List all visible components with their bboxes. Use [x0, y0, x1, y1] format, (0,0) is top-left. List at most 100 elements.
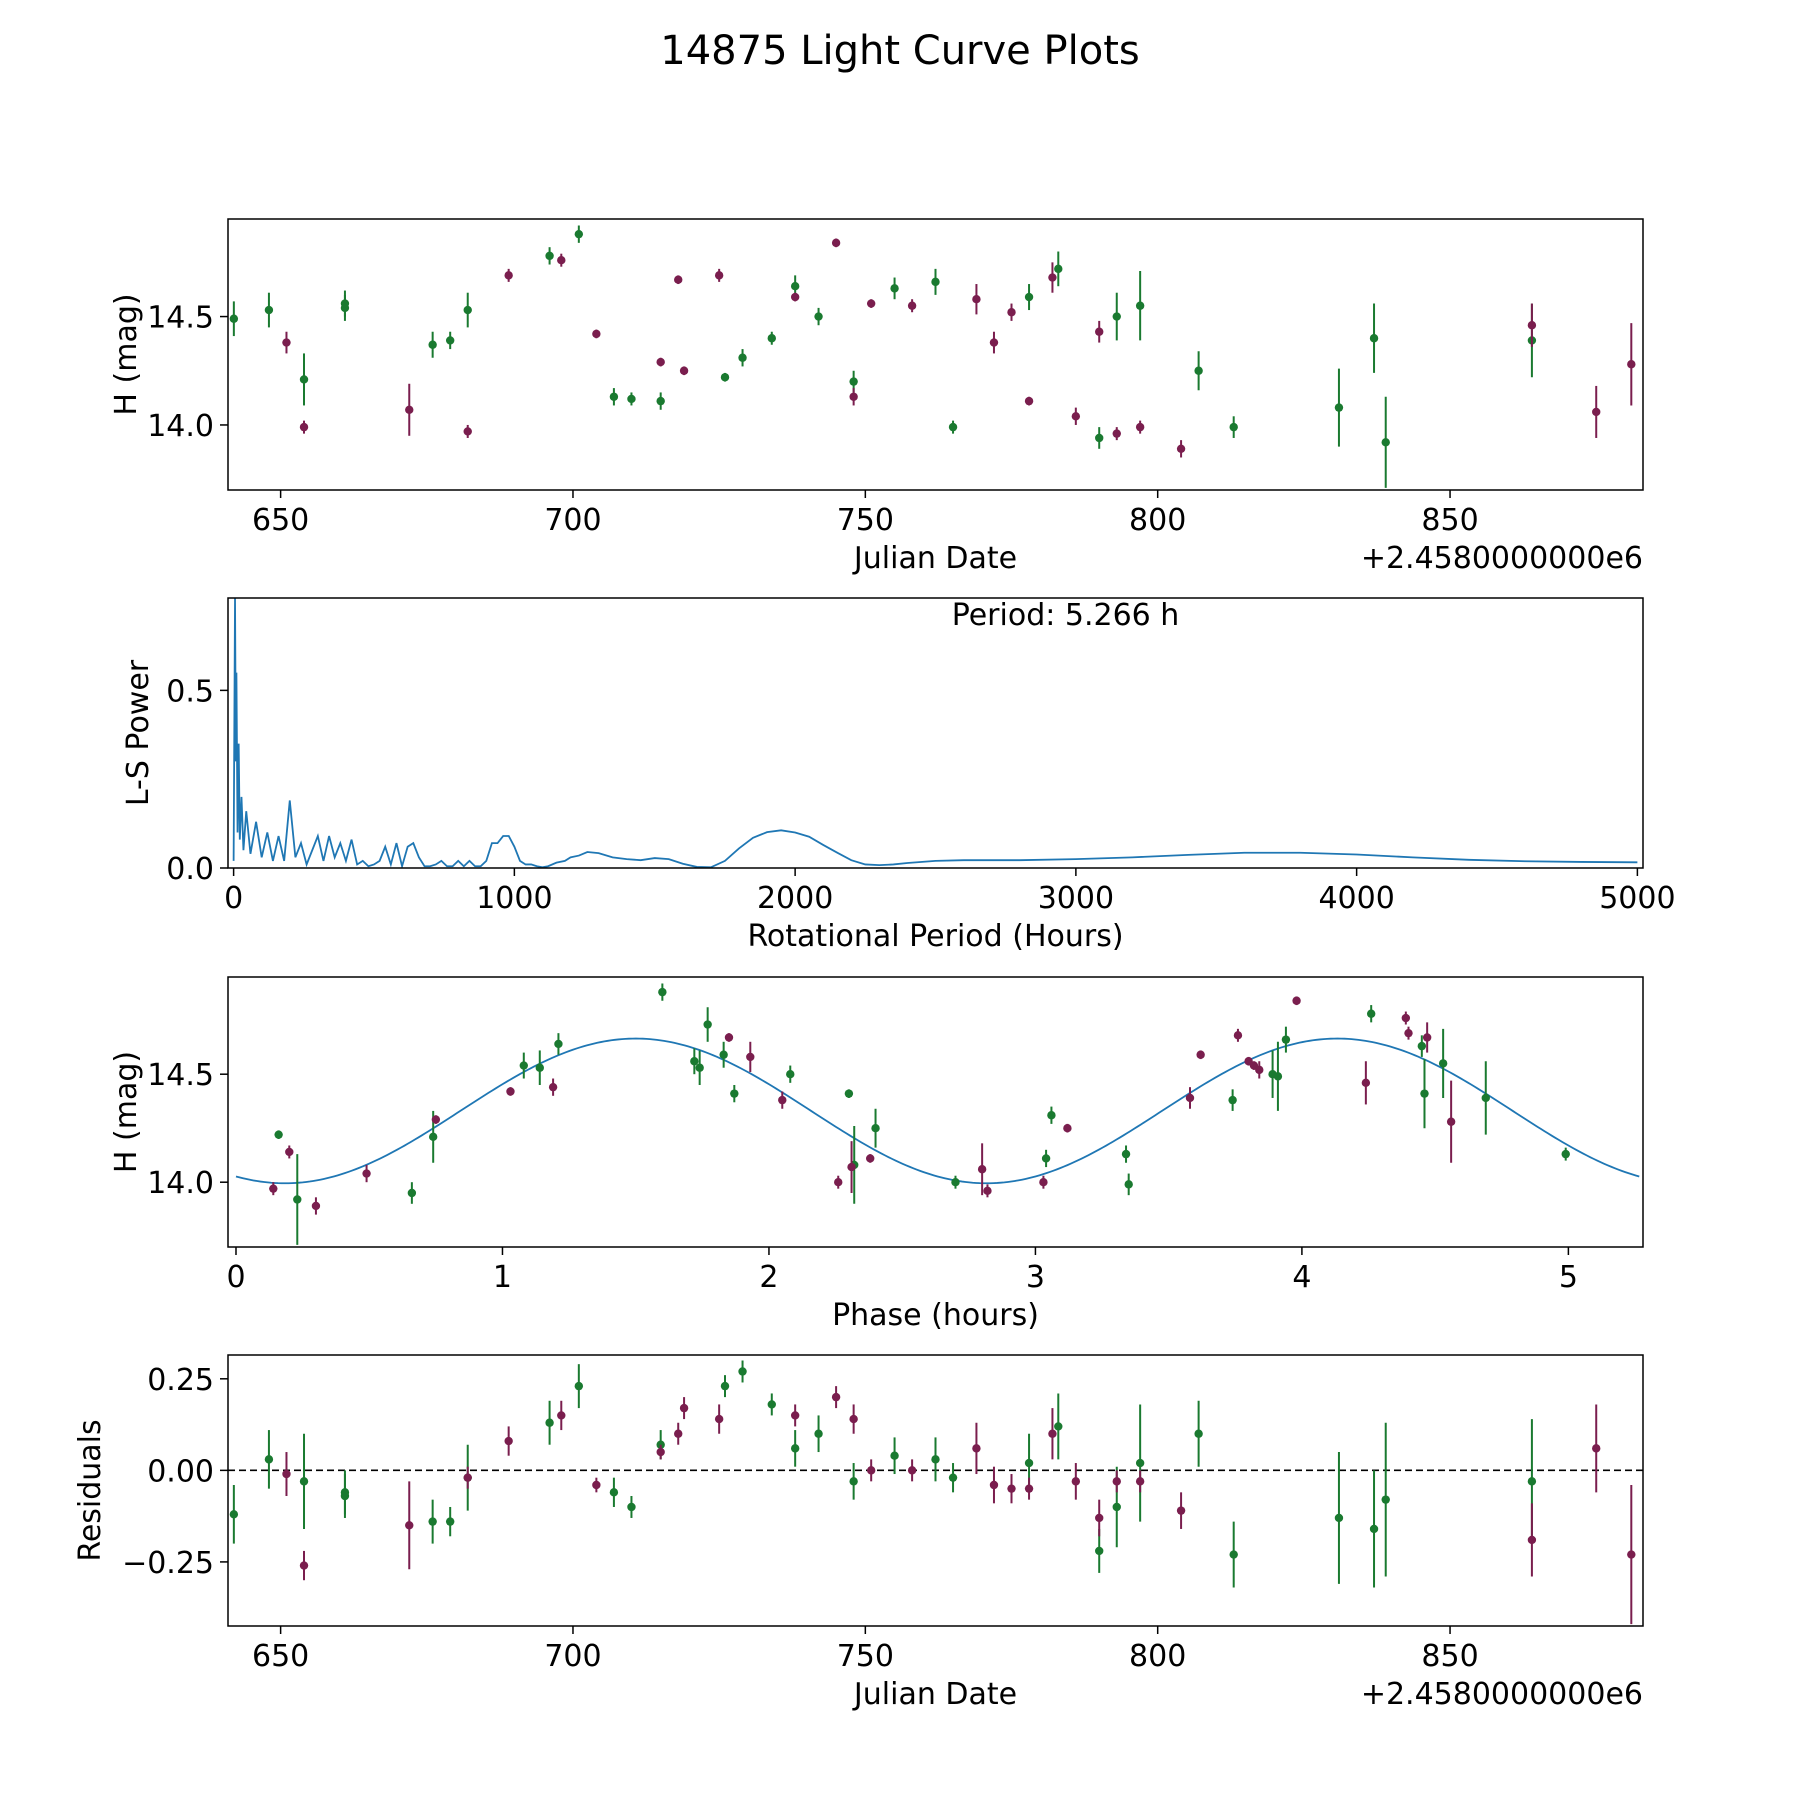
data-point-green	[1041, 1154, 1051, 1163]
x-tick-label: 0	[224, 881, 243, 916]
data-point-green	[690, 1057, 699, 1066]
panel-periodogram: 0 1000 2000 3000 4000 5000 0.0 0.5 Rotational Pe…	[121, 597, 1676, 954]
period-annotation: Period: 5.266 h	[952, 598, 1180, 633]
data-point-green	[340, 299, 350, 308]
data-point-green	[1054, 264, 1063, 274]
data-point-green	[948, 1473, 958, 1482]
data-point-green	[407, 1188, 417, 1198]
data-point-green	[445, 1517, 455, 1526]
data-point-green	[1381, 1495, 1390, 1504]
data-point-green	[1420, 1089, 1429, 1098]
data-point-green	[871, 1124, 880, 1133]
data-point-green	[1112, 312, 1121, 321]
data-point-green	[1229, 1550, 1238, 1559]
y-tick-label: 0.25	[147, 1363, 214, 1398]
data-point-green	[1095, 433, 1104, 443]
data-point-green	[1381, 438, 1390, 447]
data-point-green	[1054, 1422, 1063, 1431]
data-point-green	[554, 1039, 563, 1049]
data-point-green	[299, 375, 309, 384]
data-point-green	[720, 1381, 730, 1391]
data-point-purple	[592, 329, 601, 339]
data-point-green	[790, 282, 800, 291]
data-point-purple	[1024, 396, 1034, 406]
y-tick-label: 14.0	[147, 409, 214, 444]
x-tick-label: 5	[1559, 1260, 1578, 1295]
data-point-green	[767, 334, 776, 343]
data-point-purple	[299, 1561, 309, 1570]
data-point-green	[1194, 366, 1203, 375]
data-point-purple	[674, 1429, 683, 1438]
data-point-green	[574, 229, 584, 239]
axes-frame	[227, 218, 1644, 491]
x-tick-label: 3	[1026, 1260, 1045, 1295]
x-axis-label: Phase (hours)	[832, 1298, 1039, 1333]
data-point-green	[463, 305, 472, 315]
x-axis-label: Rotational Period (Hours)	[747, 919, 1123, 954]
data-point-green	[1481, 1093, 1490, 1103]
data-point-green	[1229, 422, 1238, 432]
data-point-green	[519, 1061, 528, 1070]
plot-area	[232, 598, 1638, 868]
data-point-green	[1281, 1035, 1291, 1044]
data-point-purple	[592, 1480, 601, 1490]
data-point-purple	[1255, 1065, 1264, 1075]
y-axis-label: L-S Power	[121, 659, 156, 806]
y-axis-label: H (mag)	[109, 293, 144, 415]
data-point-purple	[557, 255, 566, 265]
x-tick-label: 650	[252, 503, 309, 538]
y-tick-label: 14.5	[147, 1058, 214, 1093]
data-point-green	[814, 1429, 823, 1438]
data-point-green	[849, 1477, 858, 1486]
y-tick-label: 0.0	[166, 852, 214, 887]
data-point-green	[1135, 301, 1145, 310]
data-point-purple	[269, 1184, 278, 1193]
data-point-green	[535, 1063, 544, 1072]
data-point-purple	[790, 292, 800, 302]
data-point-purple	[1176, 1506, 1186, 1515]
data-point-green	[1135, 1458, 1145, 1468]
data-point-purple	[1292, 996, 1301, 1005]
data-point-purple	[1527, 321, 1537, 330]
data-point-green	[738, 1367, 747, 1376]
axes-frame	[227, 597, 1644, 869]
data-point-green	[1561, 1149, 1570, 1159]
data-point-green	[1334, 403, 1344, 412]
data-point-green	[1124, 1180, 1133, 1189]
data-point-green	[545, 1418, 554, 1427]
data-point-purple	[679, 1403, 689, 1413]
data-point-purple	[504, 1436, 513, 1446]
data-point-purple	[831, 1392, 841, 1402]
data-point-purple	[1592, 407, 1601, 417]
data-point-green	[931, 277, 940, 287]
y-tick-label: 0.5	[166, 674, 214, 709]
data-point-purple	[1039, 1178, 1048, 1187]
x-axis-label: Julian Date	[852, 1677, 1017, 1712]
y-axis-label: H (mag)	[109, 1051, 144, 1173]
data-point-green	[428, 340, 437, 349]
data-point-green	[1047, 1111, 1056, 1120]
data-point-green	[890, 1451, 899, 1460]
data-point-purple	[989, 338, 999, 347]
data-point-purple	[714, 271, 724, 280]
data-point-purple	[834, 1178, 843, 1187]
figure-title: 14875 Light Curve Plots	[660, 28, 1140, 74]
x-tick-label: 2	[759, 1260, 778, 1295]
data-point-purple	[1135, 1477, 1145, 1486]
data-point-purple	[989, 1480, 999, 1490]
x-tick-label: 650	[252, 1639, 309, 1674]
data-point-purple	[972, 1444, 981, 1453]
data-point-green	[1369, 334, 1379, 343]
data-point-purple	[463, 1473, 472, 1482]
data-point-purple	[790, 1411, 800, 1420]
data-point-purple	[431, 1115, 441, 1124]
data-point-purple	[977, 1165, 987, 1174]
data-point-purple	[866, 1466, 876, 1475]
data-point-green	[627, 394, 636, 404]
data-point-purple	[1404, 1028, 1413, 1038]
data-point-green	[720, 373, 730, 382]
data-point-green	[948, 422, 958, 432]
data-point-green	[1438, 1059, 1448, 1068]
data-point-green	[890, 284, 899, 293]
data-point-purple	[714, 1414, 724, 1424]
